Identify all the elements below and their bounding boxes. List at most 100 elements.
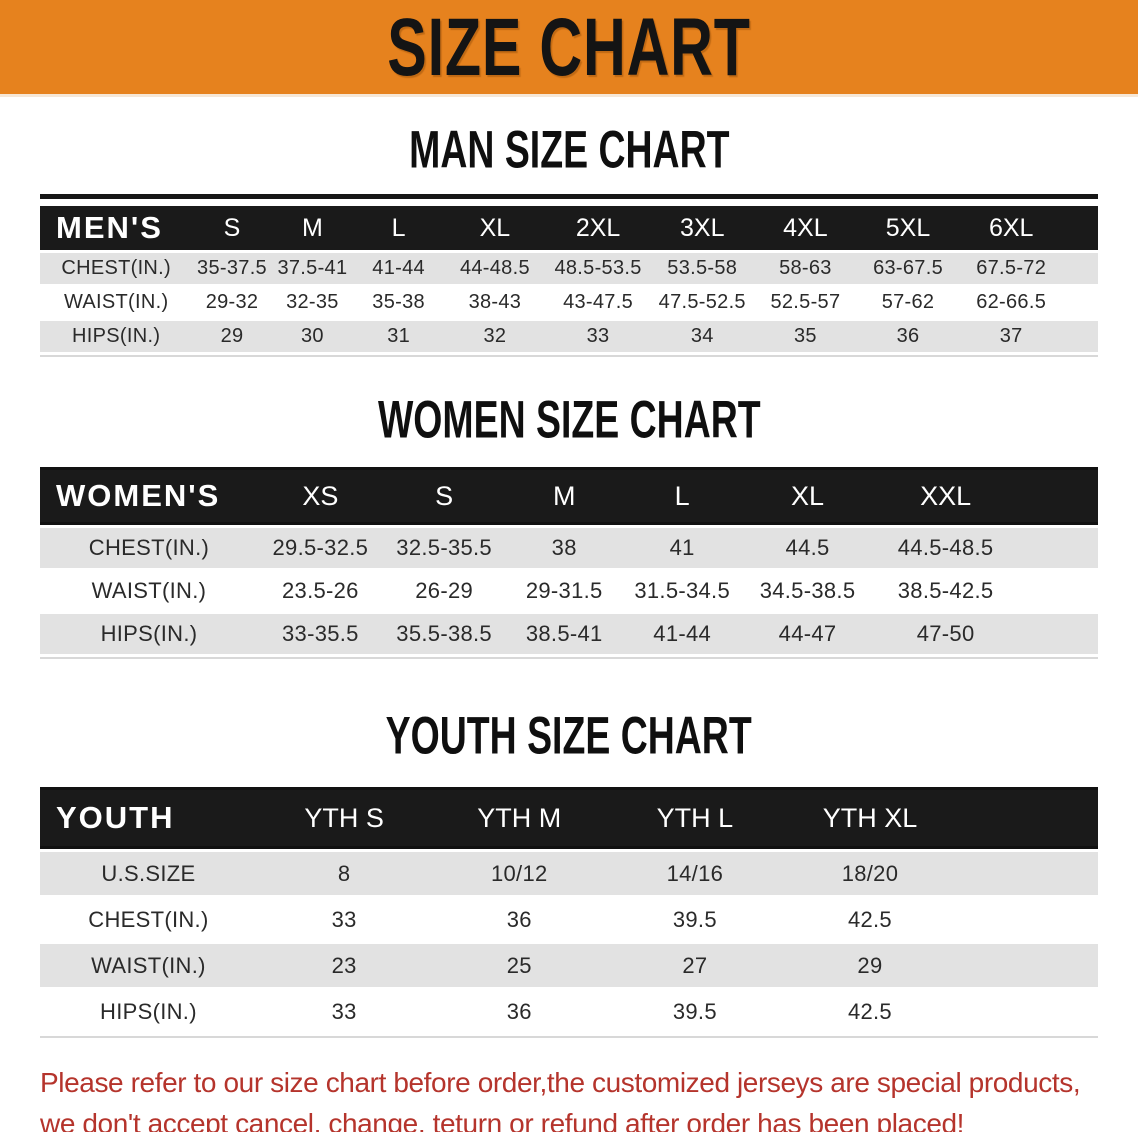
table-cell: 63-67.5 [856,253,960,284]
women-size-table-wrap: WOMEN'S XS S M L XL XXL CHEST(IN.) 29.5-… [40,464,1098,659]
table-cell: 32 [444,321,546,352]
table-cell: 37 [959,321,1064,352]
table-cell: 33 [545,321,651,352]
table-cell: 29 [782,944,958,987]
table-cell-filler [1063,253,1098,284]
table-cell: 30 [271,321,354,352]
table-cell: 23.5-26 [257,571,383,611]
man-col-s: S [192,206,272,250]
table-cell: 42.5 [782,898,958,941]
disclaimer-line-2: we don't accept cancel, change, teturn o… [40,1108,965,1132]
table-cell: 41-44 [353,253,445,284]
man-table-label: MEN'S [40,206,193,250]
youth-table-label: YOUTH [40,787,257,849]
table-cell-filler [957,944,1098,987]
table-cell: 36 [856,321,960,352]
youth-waist-row: WAIST(IN.) 23 25 27 29 [40,944,1098,987]
table-cell: 67.5-72 [959,253,1064,284]
table-cell: 32-35 [271,287,354,318]
women-size-table: WOMEN'S XS S M L XL XXL CHEST(IN.) 29.5-… [40,464,1098,659]
man-size-table: MEN'S S M L XL 2XL 3XL 4XL 5XL 6XL CHEST… [40,203,1098,357]
table-cell: 41 [622,528,742,568]
table-cell: 29-31.5 [505,571,623,611]
youth-ussize-row: U.S.SIZE 8 10/12 14/16 18/20 [40,852,1098,895]
table-cell: 38-43 [444,287,546,318]
youth-section-heading: YOUTH SIZE CHART [0,707,1138,765]
women-col-m: M [505,467,623,525]
size-chart-banner: SIZE CHART [0,0,1138,97]
youth-size-table-wrap: YOUTH YTH S YTH M YTH L YTH XL U.S.SIZE … [40,784,1098,1038]
man-col-m: M [271,206,354,250]
women-header-row: WOMEN'S XS S M L XL XXL [40,467,1098,525]
table-cell: 35-38 [353,287,445,318]
table-cell: 38.5-42.5 [873,571,1018,611]
disclaimer-line-1: Please refer to our size chart before or… [40,1067,1081,1098]
man-heading-text: MAN SIZE CHART [408,121,730,180]
man-col-5xl: 5XL [856,206,960,250]
man-col-3xl: 3XL [650,206,755,250]
banner-title: SIZE CHART [387,1,751,93]
table-cell: 25 [431,944,608,987]
table-cell: 34.5-38.5 [741,571,874,611]
table-cell: 44.5 [741,528,874,568]
youth-col-s: YTH S [256,787,432,849]
table-cell: 58-63 [754,253,857,284]
table-cell: 31 [353,321,445,352]
table-cell-filler [957,990,1098,1033]
table-cell: 38 [505,528,623,568]
table-cell: 18/20 [782,852,958,895]
youth-col-l: YTH L [607,787,783,849]
table-cell: 35.5-38.5 [382,614,506,654]
table-cell: 34 [650,321,755,352]
women-col-s: S [382,467,506,525]
man-section-heading: MAN SIZE CHART [0,121,1138,180]
table-cell: 29.5-32.5 [257,528,383,568]
man-waist-row: WAIST(IN.) 29-32 32-35 35-38 38-43 43-47… [40,287,1098,318]
man-chest-row: CHEST(IN.) 35-37.5 37.5-41 41-44 44-48.5… [40,253,1098,284]
table-cell: 38.5-41 [505,614,623,654]
table-cell: 44-48.5 [444,253,546,284]
women-col-xxl: XXL [873,467,1018,525]
youth-col-xl: YTH XL [782,787,958,849]
table-cell: 53.5-58 [650,253,755,284]
table-cell-filler [957,852,1098,895]
table-cell: 27 [607,944,783,987]
youth-col-filler [957,787,1098,849]
table-cell-filler [1017,571,1098,611]
table-cell: 41-44 [622,614,742,654]
row-label: CHEST(IN.) [40,528,258,568]
table-cell: 44-47 [741,614,874,654]
women-col-l: L [622,467,742,525]
man-col-4xl: 4XL [754,206,857,250]
row-label: U.S.SIZE [40,852,257,895]
table-cell: 37.5-41 [271,253,354,284]
youth-chest-row: CHEST(IN.) 33 36 39.5 42.5 [40,898,1098,941]
table-cell: 29 [192,321,272,352]
man-table-top-rule [40,194,1098,199]
women-waist-row: WAIST(IN.) 23.5-26 26-29 29-31.5 31.5-34… [40,571,1098,611]
table-cell: 47.5-52.5 [650,287,755,318]
table-cell: 10/12 [431,852,608,895]
table-cell: 33 [256,898,432,941]
row-label: HIPS(IN.) [40,990,257,1033]
table-cell: 23 [256,944,432,987]
table-cell: 52.5-57 [754,287,857,318]
row-label: HIPS(IN.) [40,321,193,352]
man-size-table-wrap: MEN'S S M L XL 2XL 3XL 4XL 5XL 6XL CHEST… [40,194,1098,357]
table-cell: 43-47.5 [545,287,651,318]
women-col-xs: XS [257,467,383,525]
women-col-xl: XL [741,467,874,525]
table-cell: 33 [256,990,432,1033]
women-section-heading: WOMEN SIZE CHART [0,391,1138,449]
row-label: WAIST(IN.) [40,287,193,318]
table-cell-filler [1063,287,1098,318]
table-cell: 48.5-53.5 [545,253,651,284]
row-label: WAIST(IN.) [40,944,257,987]
table-cell: 35-37.5 [192,253,272,284]
women-chest-row: CHEST(IN.) 29.5-32.5 32.5-35.5 38 41 44.… [40,528,1098,568]
table-cell: 57-62 [856,287,960,318]
table-cell: 36 [431,990,608,1033]
man-col-xl: XL [444,206,546,250]
man-col-filler [1063,206,1098,250]
man-hips-row: HIPS(IN.) 29 30 31 32 33 34 35 36 37 [40,321,1098,352]
